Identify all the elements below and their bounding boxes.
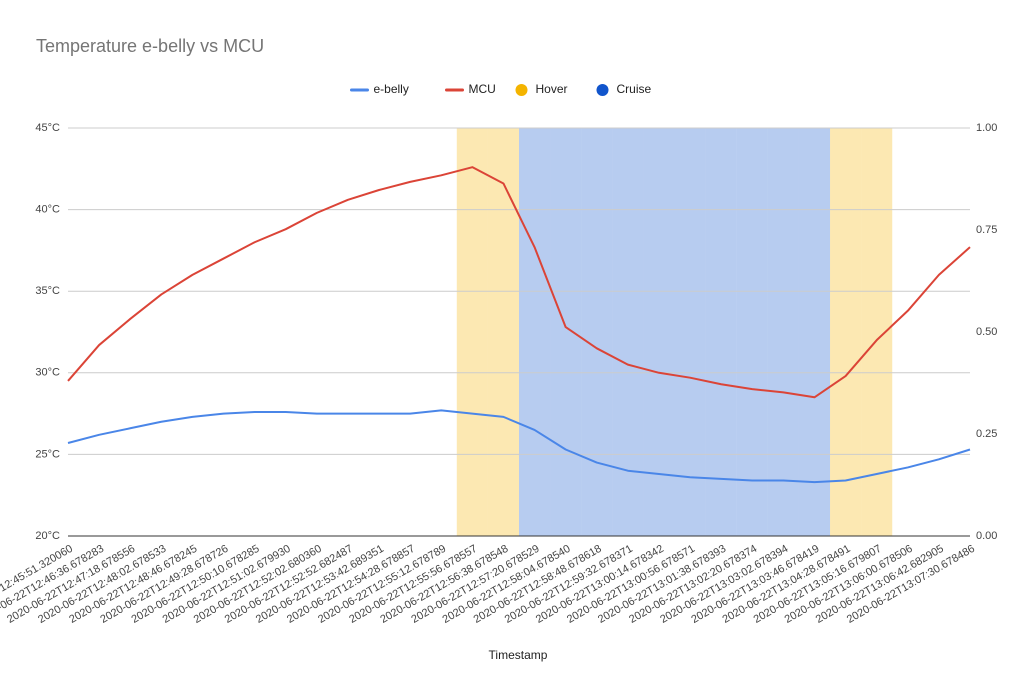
- y-tick-label: 20°C: [35, 530, 60, 542]
- y2-tick-label: 0.50: [976, 326, 997, 338]
- x-axis-title: Timestamp: [489, 648, 548, 662]
- stepped-area: [767, 128, 799, 536]
- y-tick-label: 45°C: [35, 122, 60, 134]
- legend-label: Cruise: [617, 82, 652, 96]
- stepped-area: [612, 128, 644, 536]
- chart-title: Temperature e-belly vs MCU: [36, 36, 264, 56]
- stepped-area: [550, 128, 582, 536]
- stepped-area: [674, 128, 706, 536]
- stepped-area: [643, 128, 675, 536]
- stepped-area: [519, 128, 551, 536]
- stepped-area: [487, 128, 519, 536]
- stepped-area: [861, 128, 893, 536]
- line-series: [67, 409, 971, 484]
- y-tick-label: 30°C: [35, 367, 60, 379]
- legend-label: e-belly: [374, 82, 409, 96]
- y-tick-label: 25°C: [35, 448, 60, 460]
- stepped-area: [736, 128, 768, 536]
- y2-tick-label: 0.25: [976, 428, 997, 440]
- legend-swatch: [515, 84, 528, 96]
- stepped-area: [581, 128, 613, 536]
- legend-label: Hover: [536, 82, 568, 96]
- stepped-area: [830, 128, 862, 536]
- line-series: [67, 166, 971, 399]
- stepped-area: [798, 128, 831, 536]
- stepped-area: [705, 128, 737, 536]
- stepped-area: [456, 128, 488, 536]
- y2-tick-label: 0.75: [976, 224, 997, 236]
- y-tick-label: 40°C: [35, 204, 60, 216]
- legend-label: MCU: [469, 82, 496, 96]
- legend-swatch: [596, 84, 609, 96]
- y2-tick-label: 0.00: [976, 530, 997, 542]
- y-tick-label: 35°C: [35, 285, 60, 297]
- y2-tick-label: 1.00: [976, 122, 997, 134]
